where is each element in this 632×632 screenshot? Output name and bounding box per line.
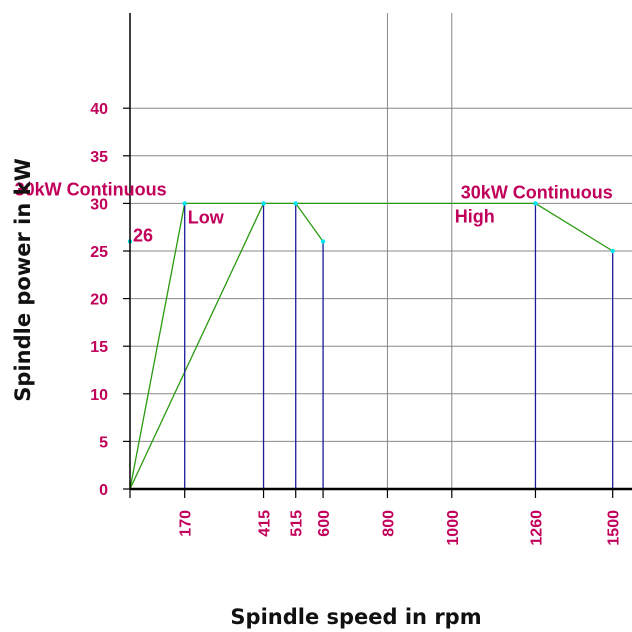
x-tick-label: 170 [178, 510, 195, 537]
x-tick-label: 1500 [606, 510, 623, 546]
y-tick-label: 0 [99, 482, 108, 499]
data-point [320, 239, 326, 244]
y-tick-label: 20 [90, 292, 108, 309]
data-point [182, 201, 187, 206]
x-tick-label: 600 [316, 510, 333, 537]
annotation-high: High [455, 206, 495, 226]
y-tick-label: 5 [99, 434, 108, 451]
x-tick-label: 415 [257, 510, 274, 537]
data-point [610, 248, 615, 254]
y-tick-label: 40 [90, 101, 108, 118]
y-tick-label: 10 [90, 387, 108, 404]
axis-layer [123, 13, 632, 498]
y-tick-label: 35 [90, 149, 108, 166]
data-point [533, 201, 538, 206]
dropline-layer [184, 203, 614, 489]
annotation-low: Low [188, 207, 225, 227]
series-low-curve-a [129, 202, 324, 490]
annotation-value-26: 26 [133, 225, 153, 245]
x-axis-title: Spindle speed in rpm [230, 605, 481, 629]
y-axis-title: Spindle power in kW [11, 158, 35, 401]
data-point [293, 201, 298, 206]
series-low-curve-b [129, 203, 265, 490]
grid-layer [130, 13, 632, 489]
point-layer [127, 201, 615, 254]
y-tick-label: 15 [90, 339, 108, 356]
annotation-continuous-high: 30kW Continuous [461, 182, 613, 202]
annotation-continuous-low: 30kW Continuous [15, 179, 167, 199]
y-tick-label: 30 [90, 196, 108, 213]
x-tick-label: 1260 [528, 510, 545, 546]
y-tick-label: 25 [90, 244, 108, 261]
x-tick-label: 1000 [445, 510, 462, 546]
label-layer: 0 5 10 15 20 25 30 35 40 170 415 515 600 800 1000 1260 1… [15, 101, 623, 545]
data-point [261, 201, 266, 206]
x-tick-label: 515 [289, 510, 306, 537]
x-tick-label: 800 [380, 510, 397, 537]
